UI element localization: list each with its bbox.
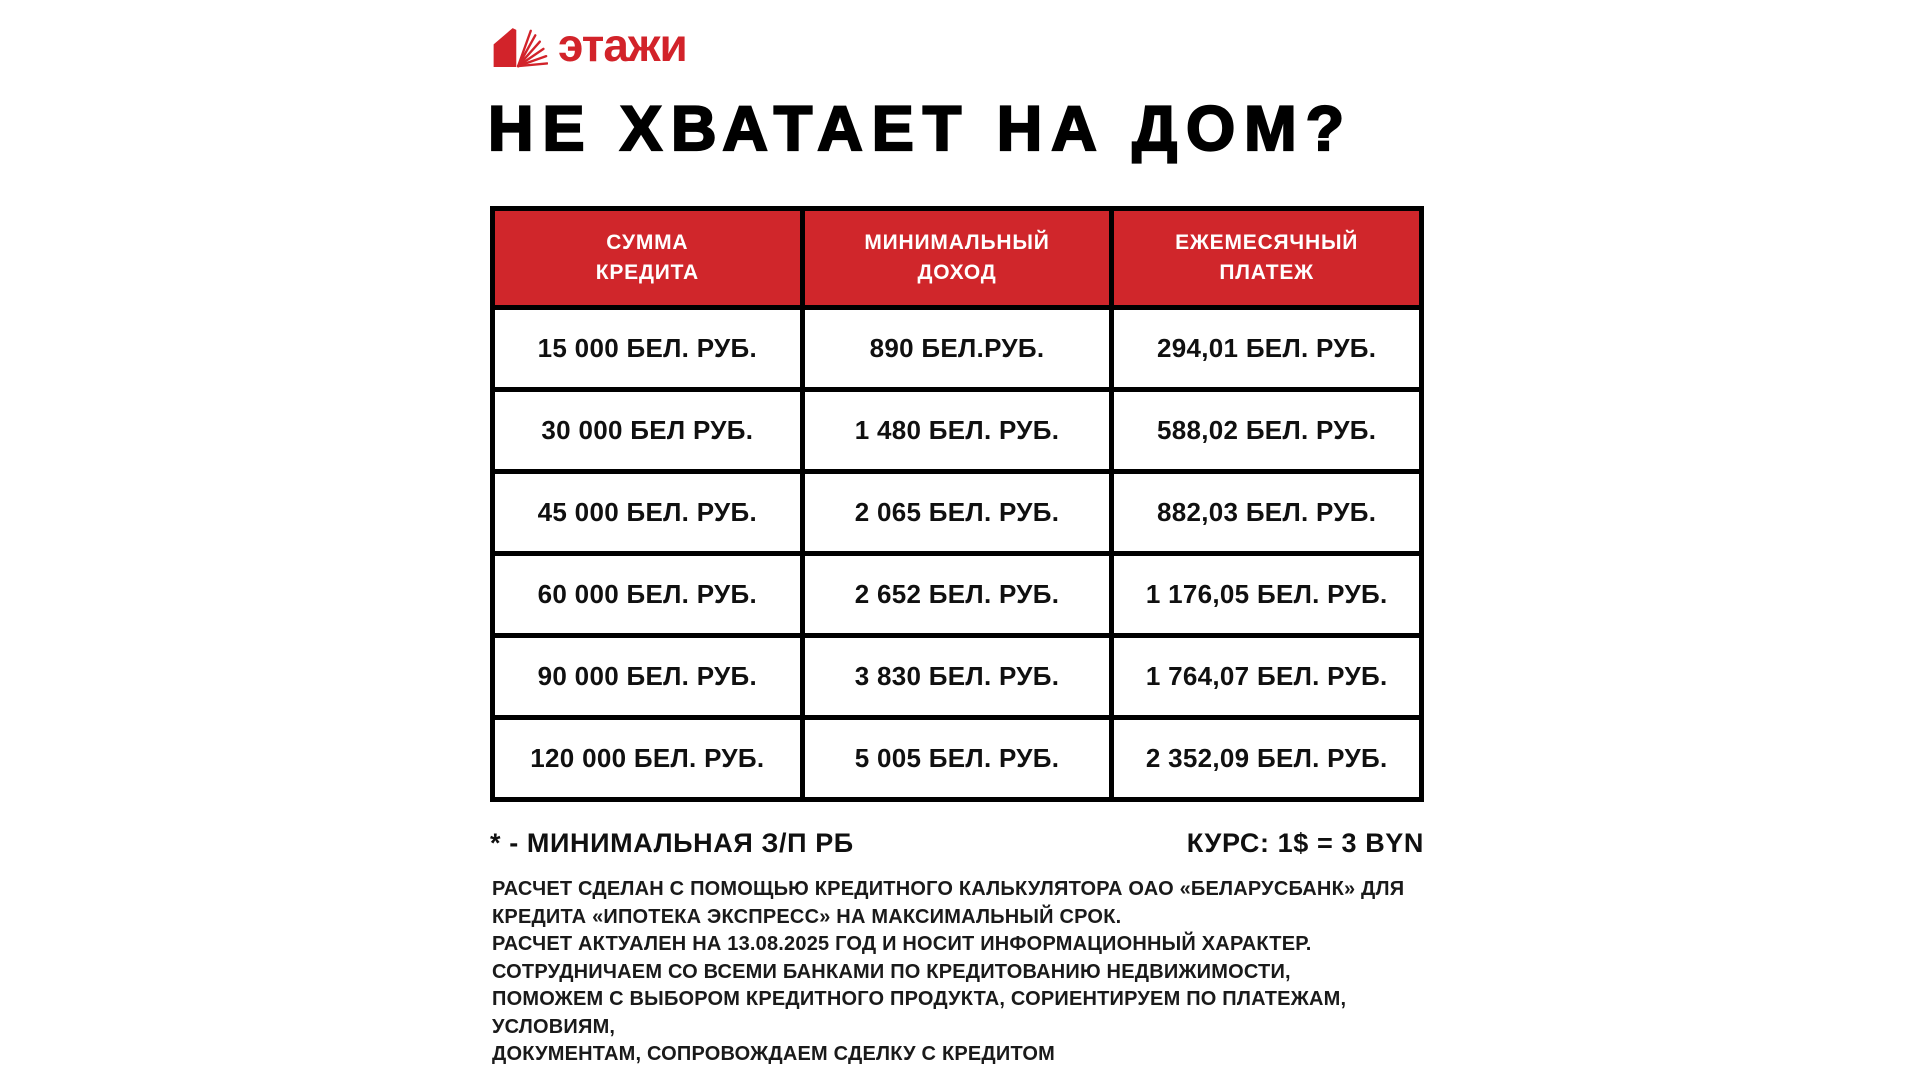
table-cell: 882,03 БЕЛ. РУБ. [1109,469,1424,556]
header-row: СУММА КРЕДИТА МИНИМАЛЬНЫЙ ДОХОД ЕЖЕМЕСЯЧ… [490,206,1424,310]
table-row: 60 000 БЕЛ. РУБ. 2 652 БЕЛ. РУБ. 1 176,0… [490,551,1424,638]
table-cell: 890 БЕЛ.РУБ. [799,305,1115,392]
header-line: ПЛАТЕЖ [1219,261,1314,284]
column-header-min-income: МИНИМАЛЬНЫЙ ДОХОД [799,206,1115,310]
header-line: КРЕДИТА [595,261,699,284]
table-cell: 2 065 БЕЛ. РУБ. [799,469,1115,556]
table-cell: 60 000 БЕЛ. РУБ. [490,551,805,638]
table-row: 120 000 БЕЛ. РУБ. 5 005 БЕЛ. РУБ. 2 352,… [490,715,1424,802]
credit-table: СУММА КРЕДИТА МИНИМАЛЬНЫЙ ДОХОД ЕЖЕМЕСЯЧ… [490,206,1424,802]
table-cell: 45 000 БЕЛ. РУБ. [490,469,805,556]
table-cell: 2 352,09 БЕЛ. РУБ. [1109,715,1424,802]
table-cell: 120 000 БЕЛ. РУБ. [490,715,805,802]
column-header-monthly-payment: ЕЖЕМЕСЯЧНЫЙ ПЛАТЕЖ [1109,206,1424,310]
table-cell: 1 176,05 БЕЛ. РУБ. [1109,551,1424,638]
table-cell: 5 005 БЕЛ. РУБ. [799,715,1115,802]
disclaimer-line: ПОМОЖЕМ С ВЫБОРОМ КРЕДИТНОГО ПРОДУКТА, С… [492,988,1347,1010]
table-cell: 15 000 БЕЛ. РУБ. [490,305,805,392]
page-title: НЕ ХВАТАЕТ НА ДОМ? [487,93,1354,165]
table-cell: 294,01 БЕЛ. РУБ. [1109,305,1424,392]
disclaimer-line: РАСЧЕТ СДЕЛАН С ПОМОЩЬЮ КРЕДИТНОГО КАЛЬК… [492,878,1405,900]
disclaimer-line: УСЛОВИЯМ, [492,1015,616,1038]
etazhi-house-icon [493,28,548,68]
table-cell: 1 480 БЕЛ. РУБ. [799,387,1115,474]
table-cell: 90 000 БЕЛ. РУБ. [490,633,805,720]
table-cell: 588,02 БЕЛ. РУБ. [1109,387,1424,474]
disclaimer-line: КРЕДИТА «ИПОТЕКА ЭКСПРЕСС» НА МАКСИМАЛЬН… [492,905,1122,928]
header-line: ЕЖЕМЕСЯЧНЫЙ [1175,231,1359,254]
disclaimer-line: РАСЧЕТ АКТУАЛЕН НА 13.08.2025 ГОД И НОСИ… [492,933,1312,955]
table-row: 90 000 БЕЛ. РУБ. 3 830 БЕЛ. РУБ. 1 764,0… [490,633,1424,720]
table-cell: 30 000 БЕЛ РУБ. [490,387,805,474]
table-cell: 2 652 БЕЛ. РУБ. [799,551,1115,638]
table-row: 15 000 БЕЛ. РУБ. 890 БЕЛ.РУБ. 294,01 БЕЛ… [490,305,1424,392]
table-row: 30 000 БЕЛ РУБ. 1 480 БЕЛ. РУБ. 588,02 Б… [490,387,1424,474]
header-line: ДОХОД [917,261,997,284]
footnote-exchange-rate: КУРС: 1$ = 3 BYN [1186,828,1424,858]
column-header-credit-sum: СУММА КРЕДИТА [490,206,805,310]
disclaimer-line: СОТРУДНИЧАЕМ СО ВСЕМИ БАНКАМИ ПО КРЕДИТО… [492,960,1291,983]
brand-logo: этажи [490,19,688,74]
footnote-min-salary: * - МИНИМАЛЬНАЯ З/П РБ [490,828,854,858]
disclaimer-block: РАСЧЕТ СДЕЛАН С ПОМОЩЬЮ КРЕДИТНОГО КАЛЬК… [492,876,1432,1069]
table-row: 45 000 БЕЛ. РУБ. 2 065 БЕЛ. РУБ. 882,03 … [490,469,1424,556]
footnote-row: * - МИНИМАЛЬНАЯ З/П РБ КУРС: 1$ = 3 BYN [490,828,1424,859]
credit-table-header: СУММА КРЕДИТА МИНИМАЛЬНЫЙ ДОХОД ЕЖЕМЕСЯЧ… [490,206,1424,310]
header-line: СУММА [606,231,689,254]
header-line: МИНИМАЛЬНЫЙ [864,231,1050,254]
brand-logo-text: этажи [558,19,688,71]
disclaimer-line: ДОКУМЕНТАМ, СОПРОВОЖДАЕМ СДЕЛКУ С КРЕДИТ… [492,1043,1055,1065]
table-cell: 1 764,07 БЕЛ. РУБ. [1109,633,1424,720]
table-cell: 3 830 БЕЛ. РУБ. [799,633,1115,720]
